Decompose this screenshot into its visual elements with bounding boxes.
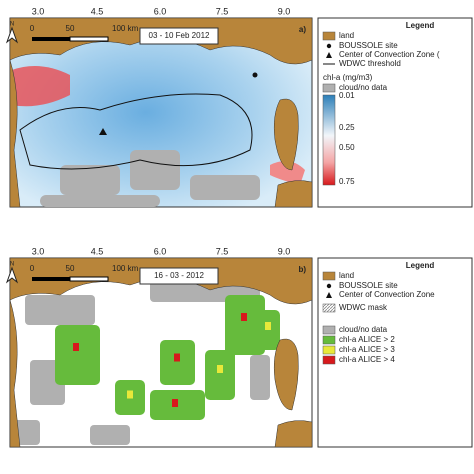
legend-label: chl-a ALICE > 4 — [339, 355, 395, 364]
date-box — [139, 267, 219, 285]
chl-patch-high — [127, 390, 133, 399]
land — [273, 98, 299, 171]
colorbar — [322, 94, 336, 186]
colorbar-label: 0.01 — [339, 91, 355, 100]
chl-patch-high — [241, 313, 247, 321]
legend-swatch — [322, 325, 336, 335]
land — [9, 59, 21, 208]
longitude-label: 3.0 — [32, 246, 45, 256]
convection-center — [99, 128, 107, 135]
longitude-label: 7.5 — [216, 6, 229, 16]
cloud — [25, 295, 95, 325]
legend-label: cloud/no data — [339, 83, 388, 92]
longitude-label: 4.5 — [91, 246, 104, 256]
scale-bar — [32, 37, 70, 41]
colorbar-label: 0.50 — [339, 143, 355, 152]
legend-title: Legend — [406, 21, 435, 30]
scale-label: 100 km — [112, 24, 139, 33]
chl-patch-high — [174, 353, 180, 362]
colorbar-label: 0.25 — [339, 123, 355, 132]
longitude-label: 6.0 — [154, 246, 167, 256]
map-panel: 3.0 4.5 6.0 7.5 9.0 N 0 50 100 km 16 - 03 - 2012 b… — [5, 246, 473, 448]
north-arrow — [5, 26, 19, 44]
cloud — [60, 165, 120, 195]
north-label: N — [10, 262, 14, 268]
longitude-label: 7.5 — [216, 246, 229, 256]
cloud — [130, 150, 180, 190]
scale-label: 0 — [30, 24, 35, 33]
legend-label: BOUSSOLE site — [339, 41, 398, 50]
legend-label: Center of Convection Zone — [339, 290, 435, 299]
north-arrow — [5, 266, 19, 284]
legend-label: chl-a (mg/m3) — [323, 73, 373, 82]
map-panel: 3.0 4.5 6.0 7.5 9.0 N 0 50 100 km 03 - 10 Feb 201… — [5, 6, 473, 208]
legend-label: Center of Convection Zone ( — [339, 50, 440, 59]
legend-label: land — [339, 31, 354, 40]
legend-swatch — [322, 271, 336, 281]
cloud — [40, 195, 160, 207]
chl-patch-high — [73, 343, 79, 351]
land — [9, 299, 21, 448]
scale-bar — [69, 276, 109, 282]
chl-patch-high — [265, 322, 271, 330]
date: 03 - 10 Feb 2012 — [149, 31, 210, 40]
longitude-label: 6.0 — [154, 6, 167, 16]
longitude-label: 3.0 — [32, 6, 45, 16]
legend-swatch — [326, 283, 332, 289]
scale-label: 50 — [66, 264, 75, 273]
cloud — [250, 355, 270, 400]
colorbar-label: 0.75 — [339, 177, 355, 186]
land — [274, 420, 313, 448]
scale-label: 0 — [30, 264, 35, 273]
date-box — [139, 27, 219, 45]
legend-box — [317, 257, 473, 448]
scale-label: 50 — [66, 24, 75, 33]
legend-swatch — [326, 43, 332, 49]
longitude-label: 9.0 — [278, 246, 291, 256]
chl-patch — [205, 350, 235, 400]
legend-swatch — [322, 335, 336, 345]
cloud — [90, 425, 130, 445]
longitude-label: 4.5 — [91, 6, 104, 16]
boussole-site — [252, 72, 258, 78]
panel-letter: a) — [299, 25, 306, 34]
land — [274, 180, 313, 208]
bloom — [12, 66, 70, 107]
north-label: N — [10, 22, 14, 28]
legend-label: cloud/no data — [339, 325, 388, 334]
chl-patch — [160, 340, 195, 385]
scale-bar — [69, 36, 109, 42]
legend-swatch — [326, 52, 332, 58]
scale-label: 100 km — [112, 264, 139, 273]
panel-letter: b) — [298, 265, 306, 274]
legend-label: WDWC threshold — [339, 59, 401, 68]
chl-patch-high — [172, 399, 178, 407]
land — [273, 338, 299, 411]
legend-label: chl-a ALICE > 3 — [339, 345, 395, 354]
scale-bar — [32, 277, 70, 281]
legend-label: BOUSSOLE site — [339, 281, 398, 290]
longitude-label: 9.0 — [278, 6, 291, 16]
date: 16 - 03 - 2012 — [154, 271, 204, 280]
legend-label: WDWC mask — [339, 303, 388, 312]
legend-box — [317, 17, 473, 208]
legend-label: chl-a ALICE > 2 — [339, 335, 395, 344]
bloom — [270, 161, 305, 185]
legend-title: Legend — [406, 261, 435, 270]
wdwc-contour — [19, 93, 253, 170]
legend-label: land — [339, 271, 354, 280]
legend-swatch — [322, 303, 336, 313]
chl-patch — [55, 325, 100, 385]
chl-patch-high — [217, 365, 223, 373]
cloud — [190, 175, 260, 200]
legend-swatch — [322, 83, 336, 93]
legend-swatch — [322, 31, 336, 41]
legend-swatch — [322, 355, 336, 365]
legend-swatch — [322, 345, 336, 355]
legend-swatch — [326, 292, 332, 298]
